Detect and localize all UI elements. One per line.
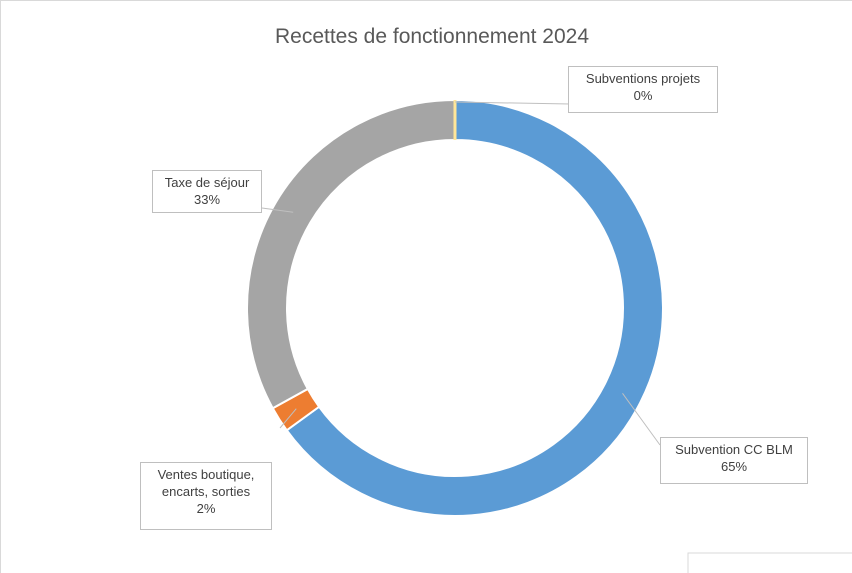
leader-line [622,393,661,446]
label-category: Subvention CC BLM [675,442,793,457]
donut-slice [246,98,456,410]
leader-line [454,101,571,105]
label-value: 65% [720,459,748,474]
chart-title: Recettes de fonctionnement 2024 [275,25,589,48]
label-category: Taxe de séjour [164,175,250,190]
data-label: Taxe de séjour 33% [152,170,262,213]
leader-line [261,207,294,213]
data-label: Subventions projets 0% [568,66,718,113]
label-value: 0% [633,88,653,103]
label-category: Ventes boutique, encarts, sorties [157,467,255,499]
label-value: 33% [193,192,221,207]
label-value: 2% [196,501,216,516]
data-label: Subvention CC BLM 65% [660,437,808,484]
donut-slice [285,98,664,517]
adjacent-chart-fragment [687,552,852,573]
label-category: Subventions projets [585,71,701,86]
data-label: Ventes boutique, encarts, sorties 2% [140,462,272,530]
leader-line [279,408,297,429]
